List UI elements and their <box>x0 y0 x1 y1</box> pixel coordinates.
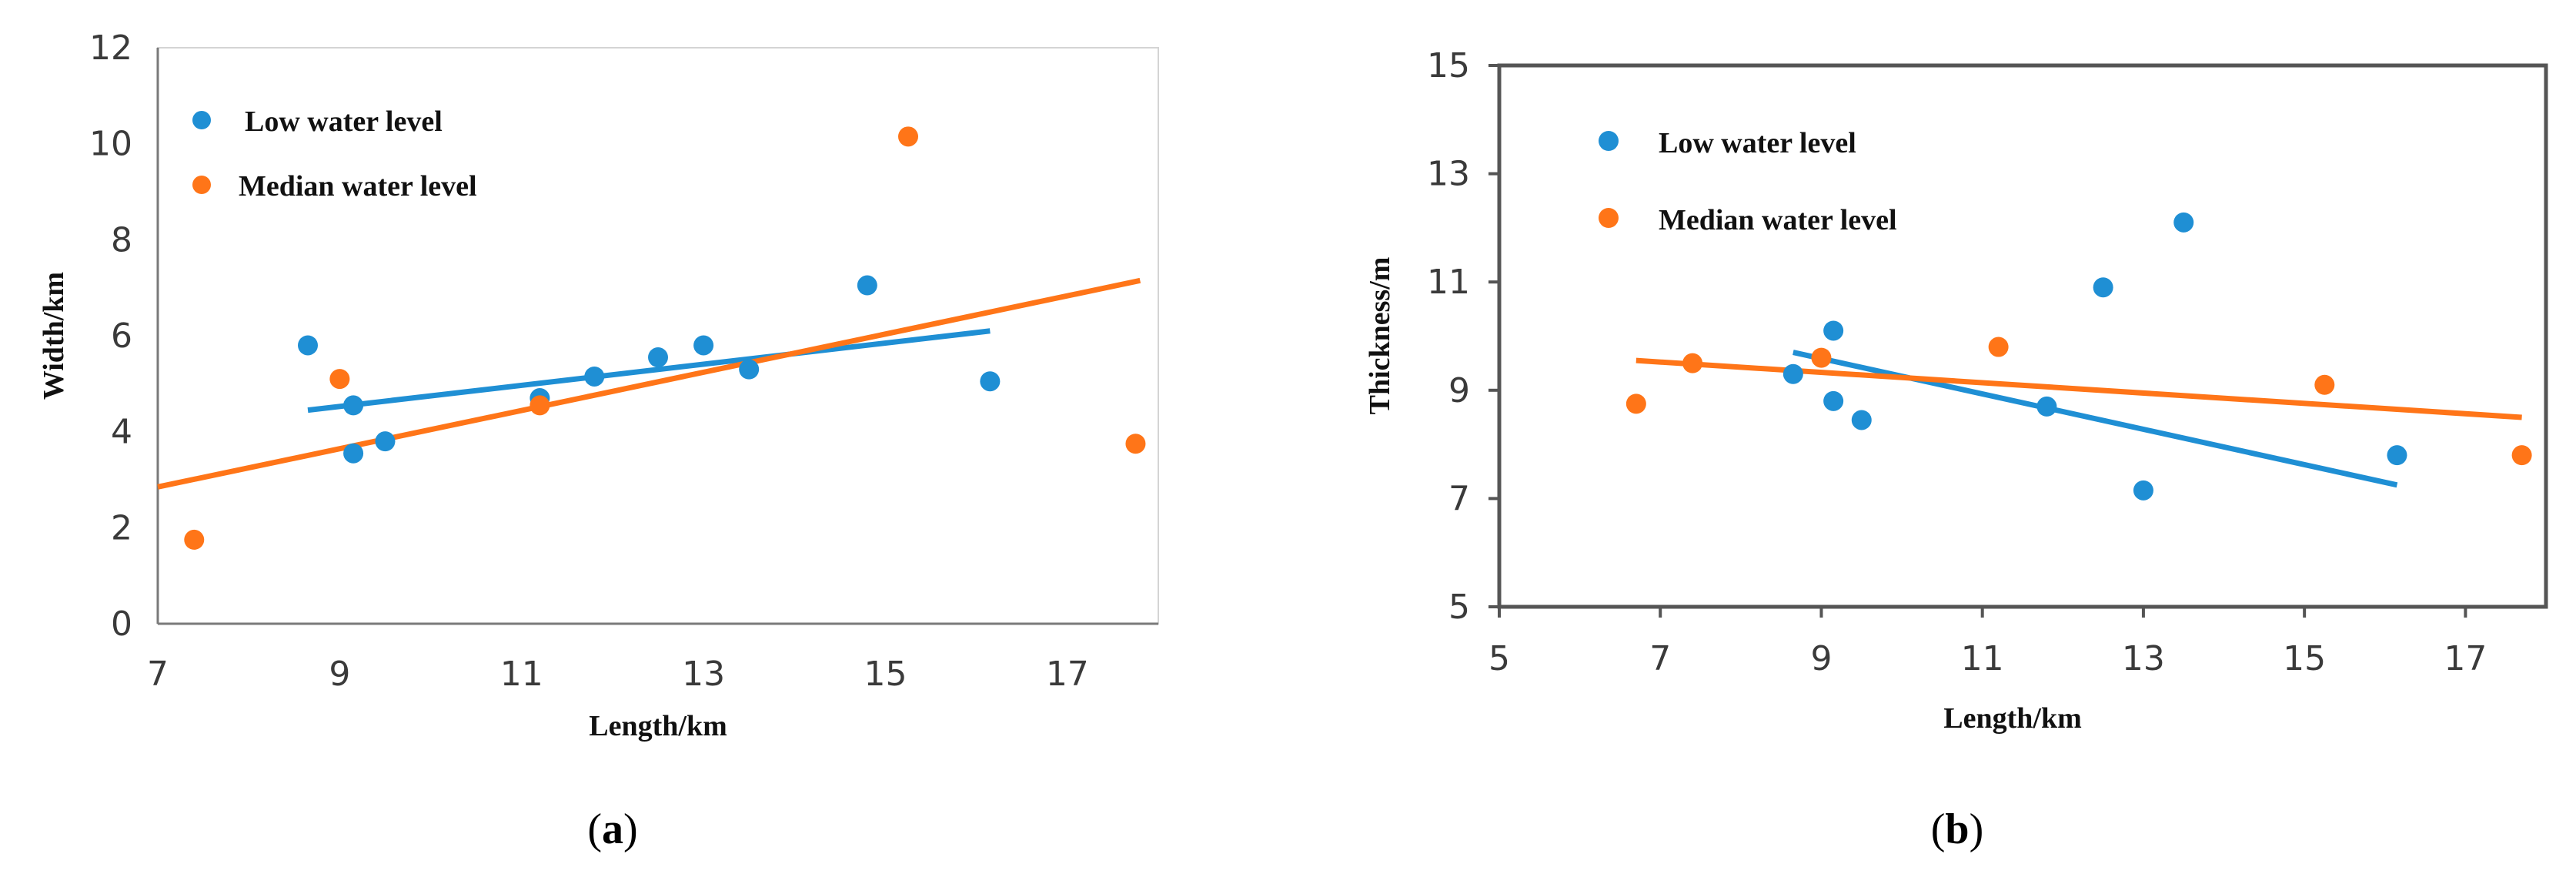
chart-a-x-tick-label: 11 <box>500 655 543 694</box>
chart-b-legend-low-label: Low water level <box>1659 127 1856 159</box>
chart-b-points <box>1625 212 2532 501</box>
chart-b-y-tick-label: 5 <box>1448 588 1470 627</box>
chart-b-caption-letter: b <box>1945 805 1969 853</box>
chart-b-x-ticks: 5 7 9 11 13 15 17 <box>1488 607 2487 678</box>
chart-b-y-tick-label: 15 <box>1427 46 1470 85</box>
chart-a-caption: (a) <box>587 805 637 853</box>
chart-a-x-ticks: 7 9 11 13 15 17 <box>147 655 1089 694</box>
chart-b-low-point <box>1823 320 1844 341</box>
chart-b-low-point <box>2133 480 2153 501</box>
chart-b-x-tick-label: 13 <box>2122 639 2165 678</box>
chart-b-y-tick-label: 11 <box>1427 263 1470 302</box>
chart-a-y-tick-label: 12 <box>89 28 132 68</box>
chart-a-legend-median-label: Median water level <box>239 170 477 203</box>
chart-a-median-point <box>329 369 350 390</box>
chart-a-low-trend-line <box>307 328 991 414</box>
chart-a-y-tick-label: 10 <box>89 125 132 164</box>
chart-b-low-point <box>1851 410 1872 430</box>
chart-b-low-point <box>1782 363 1803 384</box>
chart-a-legend-median-marker <box>192 176 211 194</box>
chart-b-x-tick-label: 17 <box>2444 639 2487 678</box>
chart-a-low-point <box>857 275 877 296</box>
chart-b-low-point <box>1823 390 1844 411</box>
chart-b-x-tick-label: 11 <box>1961 639 2004 678</box>
chart-b-y-axis-title: Thickness/m <box>1364 257 1396 415</box>
chart-a-points <box>184 126 1146 550</box>
chart-a-y-axis-title: Width/km <box>38 272 70 400</box>
chart-b-legend: Low water level Median water level <box>1599 127 1897 236</box>
chart-a-y-tick-label: 6 <box>111 316 132 356</box>
chart-a-x-tick-label: 15 <box>864 655 907 694</box>
chart-a-low-point <box>298 335 318 356</box>
chart-a-median-point <box>184 529 205 550</box>
chart-b-median-point <box>1625 393 1646 414</box>
chart-a-y-tick-label: 0 <box>111 604 132 644</box>
chart-a-y-tick-label: 2 <box>111 508 132 548</box>
chart-b-y-ticks: 5 7 9 11 13 15 <box>1427 46 1499 627</box>
chart-a-low-point <box>648 347 668 368</box>
chart-b: 5 7 9 11 13 15 17 5 7 9 11 13 15 Length/km Thicknes… <box>1364 46 2548 853</box>
chart-b-low-point <box>2093 277 2113 298</box>
chart-b-plot-frame <box>1497 63 2548 609</box>
chart-b-low-point <box>2173 212 2194 233</box>
chart-a-low-point <box>343 395 364 416</box>
chart-a-low-point <box>375 431 396 452</box>
chart-a-legend-low-label: Low water level <box>245 105 443 138</box>
chart-b-x-tick-label: 15 <box>2283 639 2326 678</box>
chart-a-median-point <box>530 395 550 416</box>
chart-a-low-point <box>343 443 364 464</box>
chart-a-x-tick-label: 9 <box>329 655 350 694</box>
chart-b-caption: (b) <box>1931 805 1983 853</box>
chart-b-y-tick-label: 9 <box>1448 371 1470 410</box>
chart-a-x-tick-label: 13 <box>682 655 725 694</box>
chart-b-legend-median-label: Median water level <box>1659 204 1897 236</box>
chart-b-legend-low-marker <box>1599 131 1619 151</box>
chart-b-median-point <box>2511 445 2532 466</box>
chart-b-x-tick-label: 7 <box>1649 639 1671 678</box>
chart-b-low-trend-line <box>1793 350 2398 488</box>
chart-a-x-axis-title: Length/km <box>589 710 727 742</box>
chart-b-y-tick-label: 7 <box>1448 479 1470 518</box>
chart-a-median-point <box>1125 434 1146 454</box>
chart-a-y-ticks: 0 2 4 6 8 10 12 <box>89 28 132 644</box>
chart-a-caption-letter: a <box>602 805 623 853</box>
chart-b-median-point <box>1988 337 2009 357</box>
chart-a-low-point <box>693 335 714 356</box>
chart-a-low-point <box>980 371 1001 392</box>
chart-a-y-tick-label: 8 <box>111 220 132 260</box>
chart-a-legend: Low water level Median water level <box>192 105 477 203</box>
chart-b-median-point <box>1682 353 1703 373</box>
chart-b-x-axis-title: Length/km <box>1943 702 2081 735</box>
chart-b-x-tick-label: 5 <box>1488 639 1510 678</box>
chart-b-low-point <box>2387 445 2407 466</box>
chart-a-median-point <box>898 126 918 147</box>
chart-b-low-point <box>2036 396 2057 417</box>
chart-b-trend-lines <box>1635 350 2522 488</box>
chart-b-median-point <box>2314 374 2335 395</box>
chart-a-low-point <box>739 359 760 380</box>
chart-a-x-tick-label: 7 <box>147 655 169 694</box>
chart-a-legend-low-marker <box>192 111 211 129</box>
chart-a-median-trend-line <box>157 277 1141 490</box>
chart-b-median-trend-line <box>1635 357 2522 420</box>
chart-b-median-point <box>1811 347 1832 368</box>
chart-a-trend-lines <box>157 277 1141 490</box>
chart-a-x-tick-label: 17 <box>1046 655 1089 694</box>
chart-a-low-point <box>584 366 605 387</box>
chart-b-x-tick-label: 9 <box>1810 639 1832 678</box>
chart-a-y-tick-label: 4 <box>111 413 132 452</box>
chart-b-legend-median-marker <box>1599 208 1619 228</box>
chart-b-y-tick-label: 13 <box>1427 155 1470 194</box>
